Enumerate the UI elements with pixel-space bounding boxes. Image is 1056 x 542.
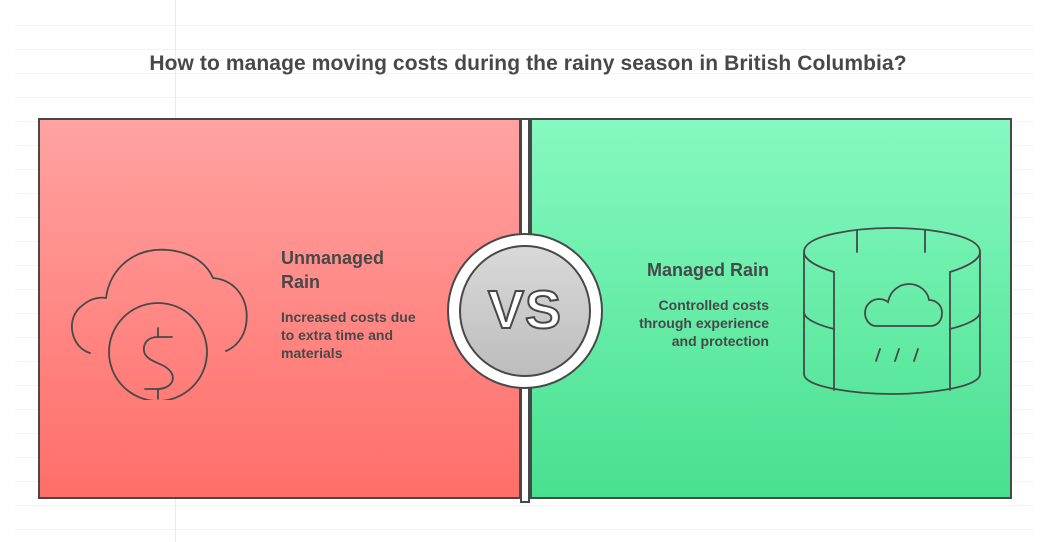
vs-connector-top — [520, 118, 530, 236]
vs-badge-icon — [447, 233, 603, 389]
cloud-dollar-icon — [71, 248, 248, 400]
description-line: and protection — [671, 333, 769, 349]
description-line: materials — [281, 345, 343, 361]
description-line: through experience — [639, 315, 769, 331]
description-line: to extra time and — [281, 327, 394, 343]
unmanaged-rain-description: Increased costs due to extra time and ma… — [281, 308, 416, 362]
heading-line: Unmanaged — [281, 248, 385, 268]
vs-badge: VS — [446, 232, 604, 390]
description-line: Increased costs due — [281, 309, 416, 325]
managed-rain-heading: Managed Rain — [646, 260, 769, 280]
vs-connector-bottom — [520, 386, 530, 503]
managed-rain-description: Controlled costs through experience and … — [600, 296, 769, 350]
vs-label: VS — [487, 279, 563, 341]
rain-shield-cylinder-icon — [803, 227, 981, 395]
heading-line: Rain — [281, 272, 321, 292]
description-line: Controlled costs — [658, 297, 769, 313]
unmanaged-rain-heading: Unmanaged Rain — [281, 246, 384, 294]
diagram-title: How to manage moving costs during the ra… — [149, 52, 907, 75]
unmanaged-rain-panel — [38, 118, 521, 499]
